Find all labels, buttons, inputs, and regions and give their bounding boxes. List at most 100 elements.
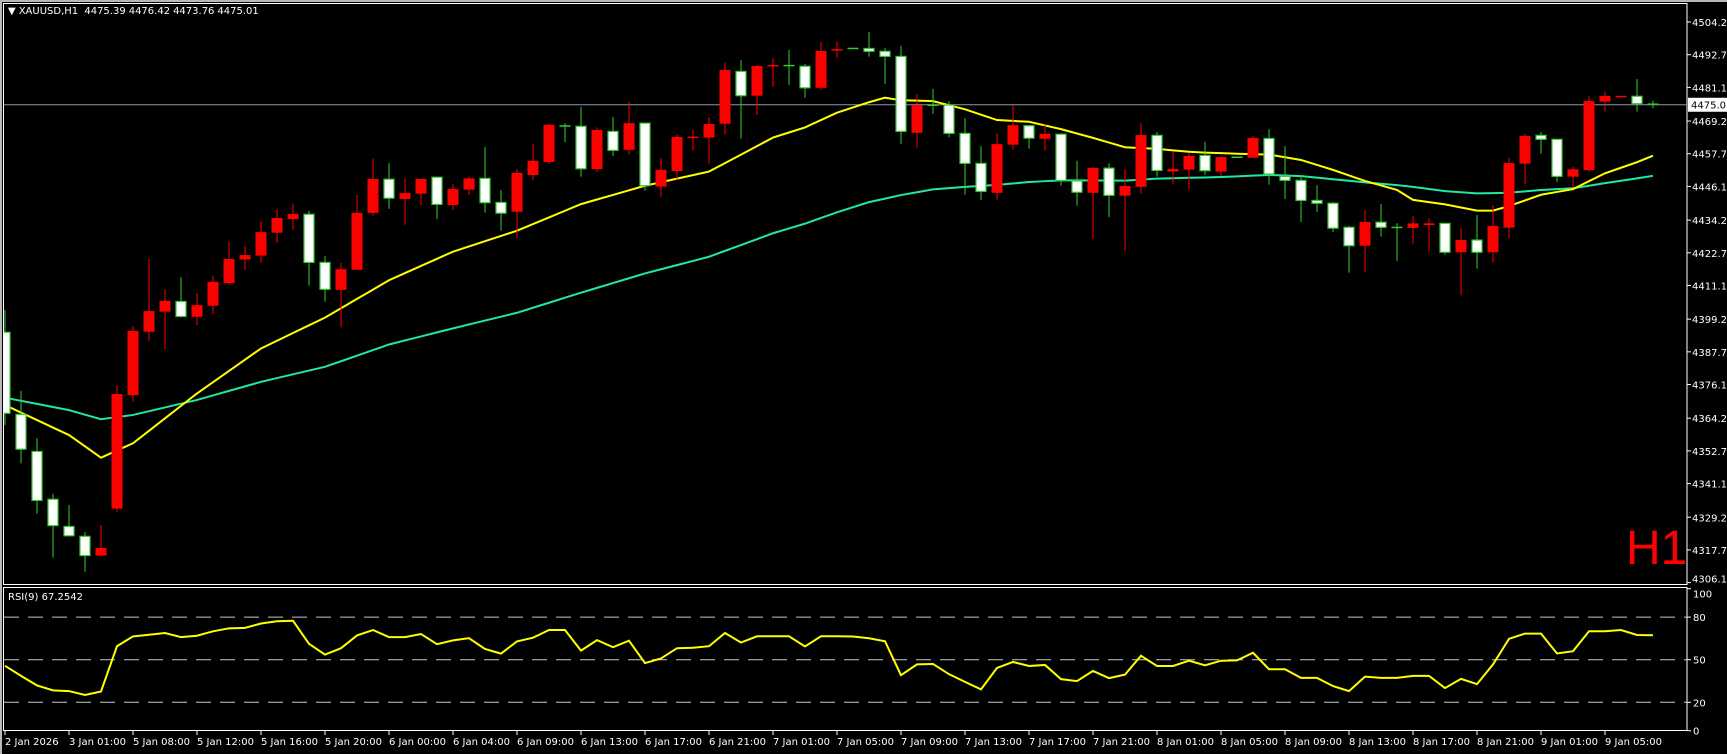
time-tick-label: 7 Jan 01:00 bbox=[773, 737, 830, 748]
candle-body bbox=[1327, 202, 1339, 229]
candle-body bbox=[671, 137, 683, 171]
time-tick-label: 6 Jan 09:00 bbox=[517, 737, 574, 748]
bull-candle bbox=[1503, 157, 1515, 239]
price-tick-label: 4457.70 bbox=[1692, 150, 1727, 161]
candle-body bbox=[1551, 138, 1563, 177]
bear-candle bbox=[1535, 131, 1547, 154]
bear-candle bbox=[15, 390, 27, 464]
candle-body bbox=[895, 55, 907, 132]
price-tick-label: 4364.25 bbox=[1692, 414, 1727, 425]
bull-candle bbox=[399, 178, 411, 225]
bull-candle bbox=[1407, 215, 1419, 244]
bear-candle bbox=[1199, 141, 1211, 175]
candle-body bbox=[399, 193, 411, 200]
candle-body bbox=[1087, 167, 1099, 193]
low-value: 4473.76 bbox=[173, 6, 215, 17]
candle-body bbox=[1487, 225, 1499, 253]
bear-candle bbox=[495, 189, 507, 231]
candle-body bbox=[1519, 135, 1531, 164]
candle-body bbox=[975, 162, 987, 192]
candle-body bbox=[959, 132, 971, 164]
bear-candle bbox=[319, 255, 331, 302]
candle-body bbox=[127, 330, 139, 396]
candle-body bbox=[1471, 239, 1483, 253]
candle-body bbox=[367, 178, 379, 213]
time-tick-label: 5 Jan 12:00 bbox=[197, 737, 254, 748]
bull-candle bbox=[911, 94, 923, 148]
candle-body bbox=[1199, 154, 1211, 172]
time-axis: 2 Jan 2026 3 Jan 01:00 5 Jan 08:00 5 Jan 12… bbox=[4, 731, 1662, 748]
bear-candle bbox=[1551, 138, 1563, 182]
candle-body bbox=[1039, 133, 1051, 139]
bull-candle bbox=[207, 275, 219, 314]
candle-body bbox=[223, 259, 235, 284]
time-tick-label: 8 Jan 09:00 bbox=[1285, 737, 1342, 748]
candle-body bbox=[1503, 163, 1515, 228]
bull-candle bbox=[463, 176, 475, 196]
bear-candle bbox=[1071, 160, 1083, 206]
bull-candle bbox=[1119, 169, 1131, 252]
rsi-axis: 100 80 50 20 0 bbox=[1687, 588, 1712, 738]
bear-candle bbox=[735, 60, 747, 139]
candle-body bbox=[111, 394, 123, 509]
bear-candle bbox=[1375, 203, 1387, 237]
candle-body bbox=[463, 178, 475, 190]
ma-fast-line bbox=[4, 96, 1654, 459]
bear-candle bbox=[607, 116, 619, 157]
time-tick-label: 7 Jan 21:00 bbox=[1093, 737, 1150, 748]
candle-body bbox=[1167, 169, 1179, 172]
bear-candle bbox=[927, 88, 939, 114]
window-edge-left bbox=[0, 0, 2, 754]
bull-candle bbox=[1423, 218, 1435, 252]
bear-candle bbox=[895, 45, 907, 144]
price-tick-label: 4341.15 bbox=[1692, 480, 1727, 491]
rsi-tick-label: 0 bbox=[1693, 727, 1699, 738]
bull-candle bbox=[1039, 123, 1051, 151]
candle-body bbox=[1263, 137, 1275, 175]
candle-body bbox=[879, 50, 891, 57]
bear-candle bbox=[1279, 146, 1291, 200]
rsi-tick-label: 20 bbox=[1693, 698, 1706, 709]
candle-body bbox=[527, 160, 539, 175]
current-price-label: 4475.01 bbox=[1691, 101, 1727, 112]
time-tick-label: 6 Jan 21:00 bbox=[709, 737, 766, 748]
bear-candle bbox=[1103, 163, 1115, 218]
candle-body bbox=[335, 269, 347, 290]
price-tick-label: 4504.25 bbox=[1692, 18, 1727, 29]
triangle-down-icon[interactable]: ▼ bbox=[8, 6, 16, 17]
bear-candle bbox=[479, 146, 491, 213]
candle-body bbox=[607, 130, 619, 151]
panel-borders bbox=[3, 3, 1688, 731]
bull-candle bbox=[1135, 123, 1147, 194]
bull-candle bbox=[815, 41, 827, 91]
rsi-name: RSI(9) bbox=[8, 592, 39, 603]
bull-candle bbox=[719, 62, 731, 135]
rsi-indicator-label: RSI(9) 67.2542 bbox=[8, 592, 83, 603]
candle-body bbox=[703, 124, 715, 138]
bear-candle bbox=[303, 210, 315, 286]
candle-body bbox=[575, 125, 587, 170]
bull-candle bbox=[1007, 105, 1019, 150]
bear-candle bbox=[559, 123, 571, 143]
time-tick-label: 5 Jan 08:00 bbox=[133, 737, 190, 748]
timeframe-watermark: H1 bbox=[1626, 522, 1688, 575]
candle-body bbox=[1439, 222, 1451, 253]
bear-candle bbox=[1295, 176, 1307, 222]
candle-body bbox=[431, 176, 443, 205]
candle-body bbox=[495, 201, 507, 214]
price-tick-label: 4317.70 bbox=[1692, 546, 1727, 557]
symbol-label: XAUUSD,H1 bbox=[18, 6, 79, 17]
candle-body bbox=[159, 300, 171, 312]
bull-candle bbox=[671, 134, 683, 181]
candle-body bbox=[735, 70, 747, 97]
bull-candle bbox=[1615, 95, 1627, 98]
candle-body bbox=[639, 122, 651, 187]
candle-body bbox=[1215, 157, 1227, 172]
price-tick-label: 4422.70 bbox=[1692, 249, 1727, 260]
price-tick-label: 4411.15 bbox=[1692, 281, 1727, 292]
bear-candle bbox=[383, 163, 395, 209]
candle-body bbox=[1455, 240, 1467, 253]
candle-body bbox=[511, 172, 523, 212]
candle-body bbox=[207, 281, 219, 306]
